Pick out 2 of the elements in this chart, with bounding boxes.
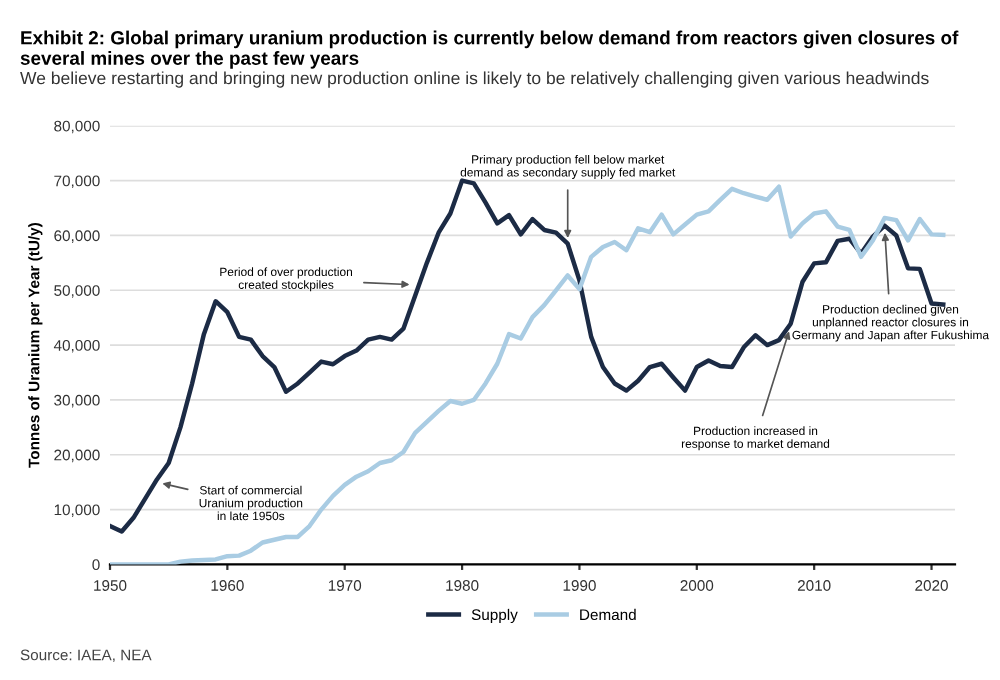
chart-subtitle: We believe restarting and bringing new production online is likely to be relatively challenging given various headwinds [20,71,929,88]
chart-title: Exhibit 2: Global primary uranium production is currently below demand from reactors given closures of several mines over the past few years [20,30,959,69]
